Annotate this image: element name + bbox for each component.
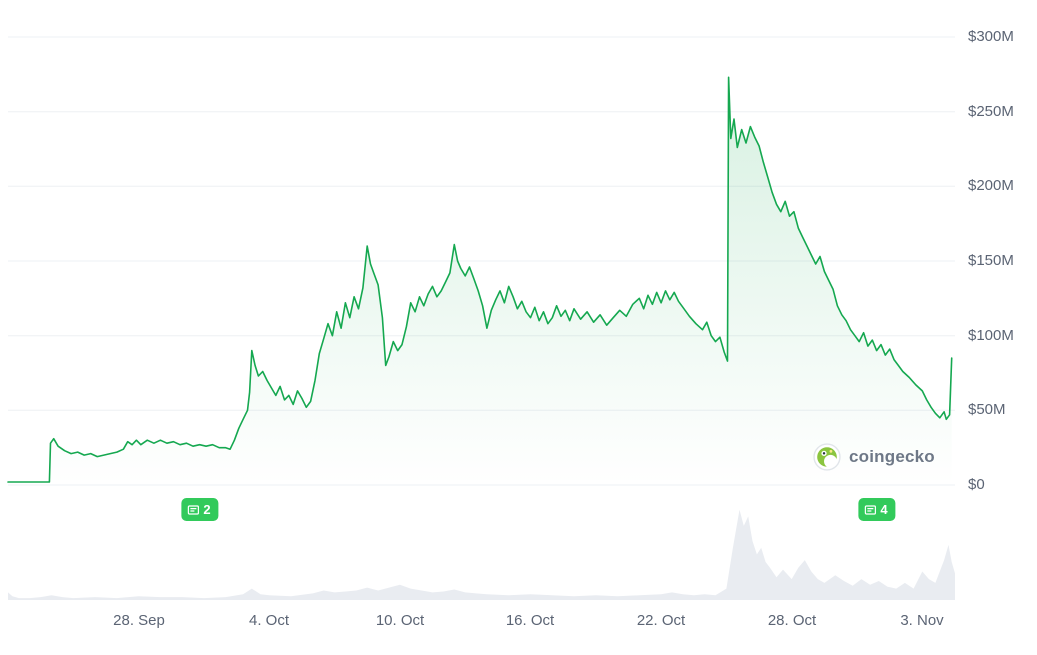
x-axis-label: 28. Sep [113,612,165,629]
x-axis-label: 16. Oct [505,612,555,629]
y-axis-label: $250M [968,103,1014,120]
price-area-fill [8,77,952,486]
x-axis-label: 3. Nov [900,612,944,629]
y-axis-label: $200M [968,177,1014,194]
event-count: 2 [203,502,211,517]
y-axis-label: $100M [968,327,1014,344]
event-count: 4 [880,502,888,517]
news-icon [864,504,876,515]
coingecko-watermark: coingecko [813,443,935,471]
y-axis-label: $0 [968,476,985,493]
watermark-text: coingecko [849,447,935,466]
y-axis-label: $300M [968,28,1014,45]
y-axis-label: $50M [968,401,1006,418]
news-icon [187,504,199,515]
x-axis-label: 4. Oct [248,612,289,629]
x-axis-label: 22. Oct [636,612,686,629]
coingecko-logo-icon [813,443,841,471]
y-axis-label: $150M [968,252,1014,269]
x-axis-label: 28. Oct [767,612,817,629]
volume-area [8,509,955,600]
event-badge[interactable]: 2 [181,498,219,521]
x-axis-label: 10. Oct [375,612,425,629]
price-line[interactable] [7,76,953,483]
event-badge[interactable]: 4 [858,498,896,521]
